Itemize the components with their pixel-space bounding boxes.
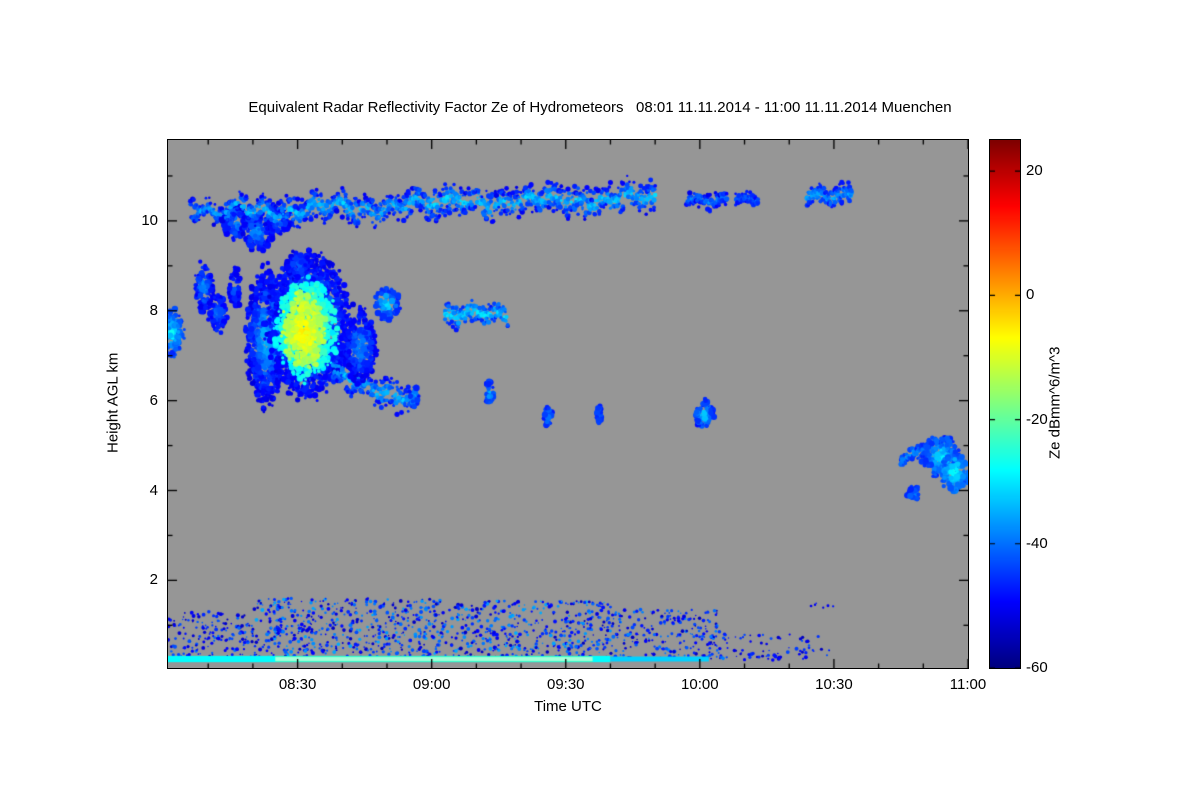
x-tick-label: 10:30 bbox=[815, 676, 853, 693]
colorbar-tick-label: 0 bbox=[1026, 286, 1035, 304]
x-axis-label: Time UTC bbox=[534, 698, 602, 715]
x-tick-label: 11:00 bbox=[949, 676, 987, 693]
colorbar-tick-label: 20 bbox=[1026, 162, 1043, 180]
x-tick-label: 10:00 bbox=[681, 676, 719, 693]
x-axis-tick-labels: 08:30 09:00 09:30 10:00 10:30 11:00 bbox=[168, 669, 986, 695]
y-tick-label: 8 bbox=[149, 301, 158, 319]
chart-title: Equivalent Radar Reflectivity Factor Ze … bbox=[248, 99, 952, 116]
colorbar-label: Ze dBmm^6/m^3 bbox=[1046, 346, 1064, 460]
y-tick-label: 6 bbox=[149, 391, 158, 409]
x-tick-label: 08:30 bbox=[278, 676, 317, 693]
x-tick-label: 09:00 bbox=[412, 676, 451, 693]
x-tick-label: 09:30 bbox=[546, 676, 585, 693]
y-tick-label: 2 bbox=[149, 571, 158, 589]
colorbar-tick-label: -20 bbox=[1026, 410, 1048, 428]
colorbar-canvas bbox=[989, 139, 1021, 669]
reflectivity-heatmap-canvas bbox=[167, 139, 969, 669]
colorbar-tick-label: -40 bbox=[1026, 534, 1048, 552]
y-tick-label: 4 bbox=[149, 481, 158, 499]
colorbar-tick-labels: 20 0 -20 -40 -60 bbox=[1026, 140, 1086, 676]
colorbar-tick-label: -60 bbox=[1026, 659, 1048, 676]
y-axis-tick-labels: 2 4 6 8 10 bbox=[112, 140, 158, 668]
y-tick-label: 10 bbox=[141, 211, 158, 229]
